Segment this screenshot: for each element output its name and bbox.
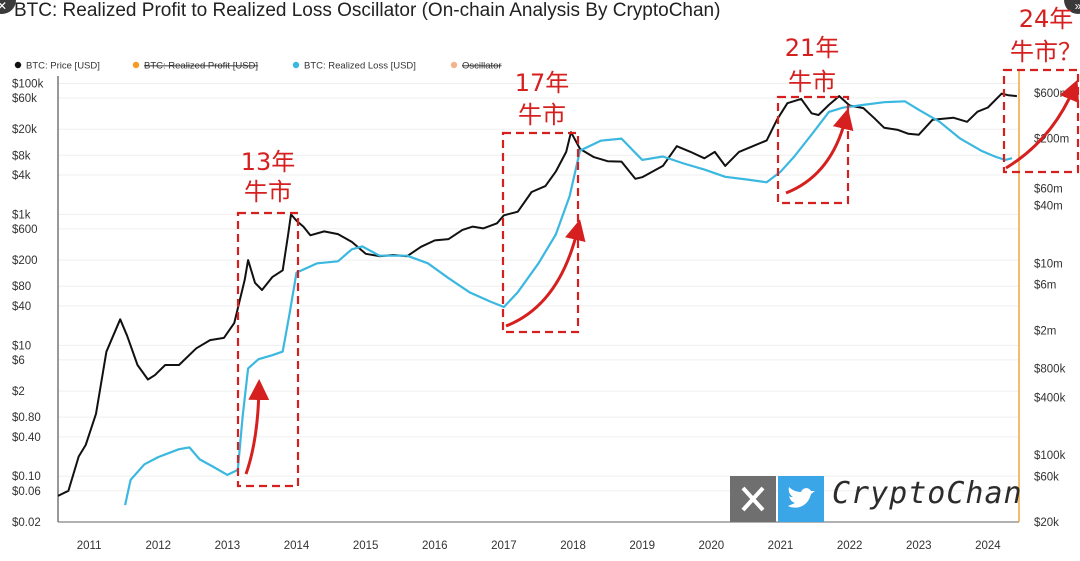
x-tick-2023: 2023 [906, 540, 932, 552]
x-tick-2015: 2015 [353, 540, 379, 552]
y-left-tick-9: $80 [12, 281, 31, 293]
bull-market-box-4 [1002, 68, 1080, 174]
y-right-tick-11: $60k [1034, 471, 1059, 483]
realized-loss-series-line [124, 100, 1013, 506]
y-left-tick-18: $0.02 [12, 517, 41, 529]
annotation-bull-3: 牛市 [788, 68, 836, 96]
x-tick-2013: 2013 [215, 540, 241, 552]
legend-label-3: BTC: Realized Loss [USD] [304, 61, 416, 72]
y-left-tick-6: $1k [12, 209, 31, 221]
x-tick-2021: 2021 [768, 540, 794, 552]
legend-dot-3 [292, 61, 300, 69]
y-right-tick-3: $60m [1034, 184, 1063, 196]
y-left-tick-11: $10 [12, 340, 31, 352]
x-tick-2020: 2020 [699, 540, 725, 552]
watermark-text: CryptoChan [832, 476, 1023, 511]
bull-market-arrow-2 [505, 219, 586, 328]
annotation-year-4: 24年 [1019, 5, 1074, 33]
y-right-tick-10: $100k [1034, 450, 1066, 462]
y-right-tick-8: $800k [1034, 363, 1066, 375]
x-tick-2022: 2022 [837, 540, 863, 552]
y-left-tick-12: $6 [12, 355, 25, 367]
x-tick-2018: 2018 [560, 540, 586, 552]
bull-market-box-3 [776, 95, 850, 205]
twitter-bird-icon [778, 476, 824, 522]
x-tick-2019: 2019 [629, 540, 655, 552]
y-left-tick-10: $40 [12, 301, 31, 313]
y-left-tick-17: $0.06 [12, 486, 41, 498]
legend-label-2: BTC: Realized Profit [USD] [144, 61, 258, 72]
x-tick-2017: 2017 [491, 540, 517, 552]
annotation-bull-2: 牛市 [518, 101, 566, 129]
y-left-tick-13: $2 [12, 386, 25, 398]
annotation-bull-4: 牛市？ [1010, 38, 1080, 66]
x-tick-2024: 2024 [975, 540, 1001, 552]
y-left-tick-5: $4k [12, 170, 31, 182]
legend-dot-2 [132, 61, 140, 69]
y-right-tick-9: $400k [1034, 392, 1066, 404]
y-right-tick-6: $6m [1034, 280, 1056, 292]
annotation-year-2: 17年 [515, 69, 570, 97]
legend-dot-1 [14, 61, 22, 69]
legend-label-4: Oscillator [462, 61, 502, 72]
y-left-tick-3: $20k [12, 124, 37, 136]
annotation-bull-1: 牛市 [244, 178, 292, 206]
y-right-tick-7: $2m [1034, 325, 1056, 337]
x-tick-2011: 2011 [77, 540, 102, 552]
bull-market-arrow-3 [785, 108, 854, 195]
annotation-year-3: 21年 [785, 34, 840, 62]
chart-title: BTC: Realized Profit to Realized Loss Os… [14, 0, 721, 21]
next-image-button[interactable]: » [1064, 0, 1080, 14]
legend-label-1: BTC: Price [USD] [26, 61, 100, 72]
y-right-tick-1: $600m [1034, 88, 1069, 100]
y-left-tick-1: $100k [12, 78, 44, 90]
y-right-tick-4: $40m [1034, 201, 1063, 213]
y-right-tick-12: $20k [1034, 517, 1059, 529]
y-left-tick-16: $0.10 [12, 471, 41, 483]
legend-dot-4 [450, 61, 458, 69]
annotation-year-1: 13年 [241, 148, 296, 176]
y-left-tick-15: $0.40 [12, 432, 41, 444]
y-left-tick-4: $8k [12, 150, 31, 162]
bull-market-arrow-4 [1005, 79, 1079, 170]
y-left-tick-14: $0.80 [12, 412, 41, 424]
x-tick-2012: 2012 [145, 540, 171, 552]
x-tick-2016: 2016 [422, 540, 448, 552]
bull-market-box-1 [236, 211, 300, 488]
y-left-tick-7: $600 [12, 224, 38, 236]
x-tick-2014: 2014 [284, 540, 310, 552]
y-left-tick-8: $200 [12, 255, 38, 267]
y-left-tick-2: $60k [12, 93, 37, 105]
y-right-tick-5: $10m [1034, 258, 1063, 270]
bull-market-arrow-1 [244, 379, 270, 475]
price-series-line [57, 92, 1017, 497]
x-logo-icon [730, 476, 776, 522]
